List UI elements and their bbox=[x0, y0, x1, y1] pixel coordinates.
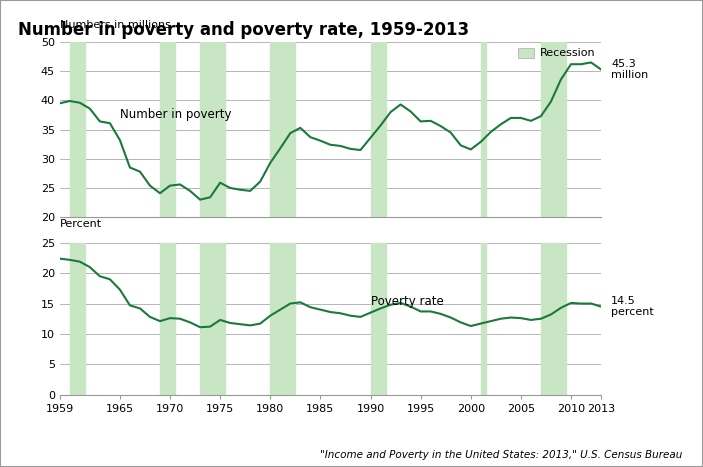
Text: 45.3
million: 45.3 million bbox=[611, 59, 648, 80]
Bar bbox=[270, 42, 295, 217]
Bar bbox=[481, 243, 486, 395]
Text: Number in poverty and poverty rate, 1959-2013: Number in poverty and poverty rate, 1959… bbox=[18, 21, 469, 39]
Bar bbox=[200, 42, 225, 217]
Text: "Income and Poverty in the United States: 2013," U.S. Census Bureau: "Income and Poverty in the United States… bbox=[320, 450, 682, 460]
Bar bbox=[541, 243, 566, 395]
Bar bbox=[370, 243, 385, 395]
Bar bbox=[160, 42, 175, 217]
Bar bbox=[270, 243, 295, 395]
Bar bbox=[370, 42, 385, 217]
Text: Number in poverty: Number in poverty bbox=[120, 108, 231, 121]
Text: Percent: Percent bbox=[60, 219, 102, 229]
Bar bbox=[160, 243, 175, 395]
Bar bbox=[70, 243, 85, 395]
Bar bbox=[541, 42, 566, 217]
Bar bbox=[200, 243, 225, 395]
Text: Numbers in millions: Numbers in millions bbox=[60, 20, 171, 30]
Text: Poverty rate: Poverty rate bbox=[370, 295, 444, 308]
Bar bbox=[70, 42, 85, 217]
Legend: Recession: Recession bbox=[517, 48, 595, 58]
Text: 14.5
percent: 14.5 percent bbox=[611, 296, 654, 318]
Bar bbox=[481, 42, 486, 217]
